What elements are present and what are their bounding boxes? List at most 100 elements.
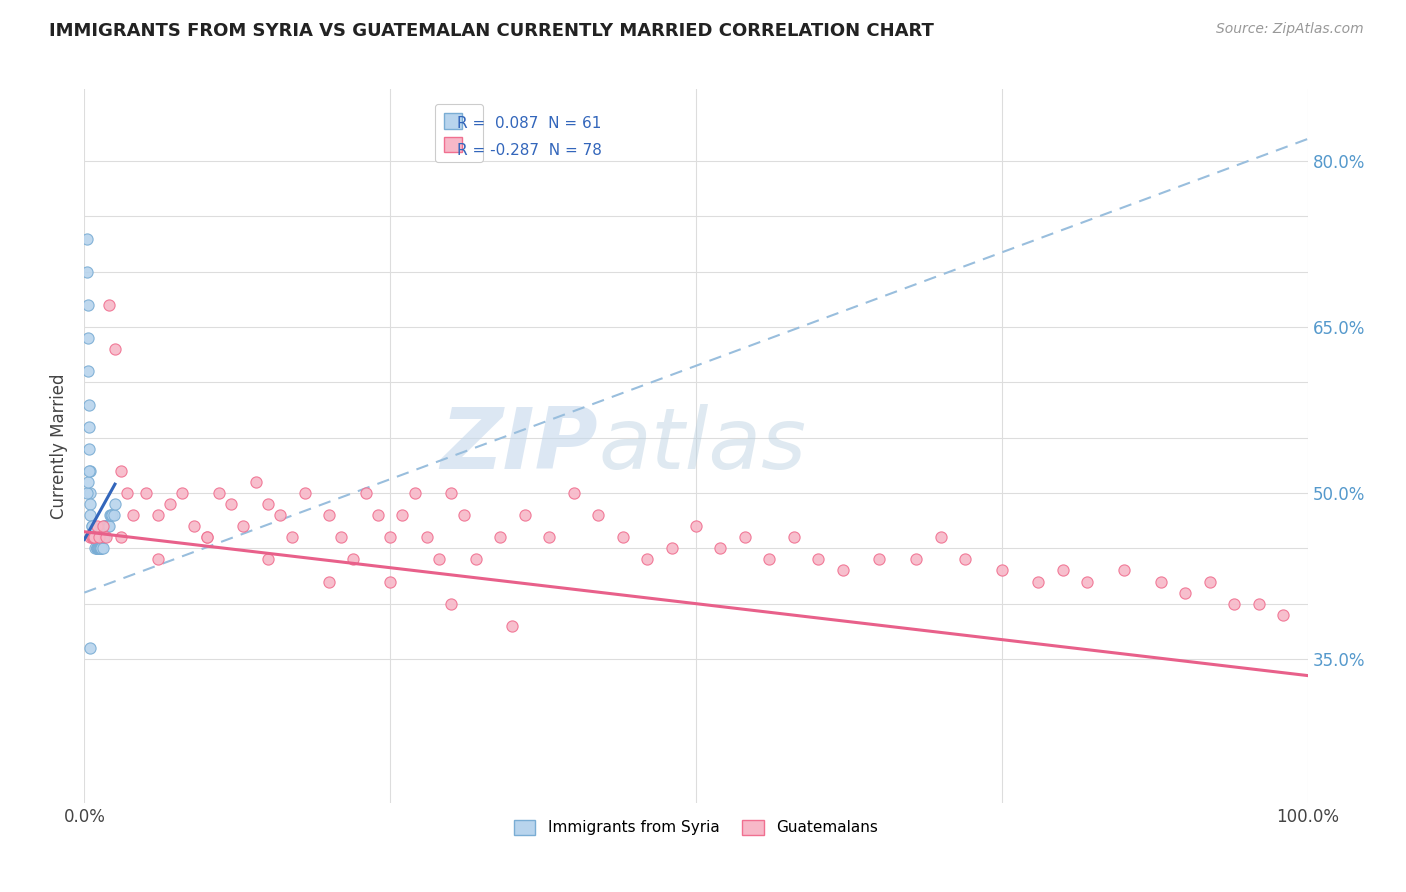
- Point: [318, 574, 340, 589]
- Point: [208, 486, 231, 500]
- Point: [1028, 574, 1050, 589]
- Point: [195, 530, 218, 544]
- Point: [93, 530, 115, 544]
- Point: [94, 519, 117, 533]
- Point: [183, 519, 205, 533]
- Point: [367, 508, 389, 523]
- Point: [104, 497, 127, 511]
- Point: [342, 552, 364, 566]
- Point: [83, 530, 105, 544]
- Point: [97, 519, 120, 533]
- Point: [80, 530, 103, 544]
- Text: R = -0.287  N = 78: R = -0.287 N = 78: [457, 143, 602, 158]
- Point: [83, 530, 105, 544]
- Point: [89, 541, 111, 556]
- Point: [79, 486, 101, 500]
- Point: [80, 530, 103, 544]
- Point: [953, 552, 976, 566]
- Point: [380, 574, 402, 589]
- Point: [98, 508, 121, 523]
- Point: [84, 530, 107, 544]
- Point: [91, 519, 114, 533]
- Point: [87, 541, 110, 556]
- Point: [453, 508, 475, 523]
- Point: [91, 530, 114, 544]
- Point: [905, 552, 928, 566]
- Point: [97, 298, 120, 312]
- Point: [464, 552, 486, 566]
- Point: [76, 486, 98, 500]
- Point: [79, 508, 101, 523]
- Point: [330, 530, 353, 544]
- Point: [281, 530, 304, 544]
- Point: [1052, 564, 1074, 578]
- Point: [80, 519, 103, 533]
- Point: [991, 564, 1014, 578]
- Point: [1198, 574, 1220, 589]
- Point: [685, 519, 707, 533]
- Point: [1076, 574, 1098, 589]
- Point: [84, 541, 107, 556]
- Point: [318, 508, 340, 523]
- Y-axis label: Currently Married: Currently Married: [51, 373, 69, 519]
- Point: [1174, 585, 1197, 599]
- Point: [87, 541, 110, 556]
- Text: R =  0.087  N = 61: R = 0.087 N = 61: [457, 117, 602, 131]
- Point: [91, 541, 114, 556]
- Legend: Immigrants from Syria, Guatemalans: Immigrants from Syria, Guatemalans: [508, 814, 884, 841]
- Point: [90, 541, 112, 556]
- Point: [440, 486, 463, 500]
- Point: [77, 419, 100, 434]
- Point: [87, 541, 110, 556]
- Point: [489, 530, 512, 544]
- Point: [77, 442, 100, 456]
- Point: [404, 486, 426, 500]
- Point: [783, 530, 806, 544]
- Point: [77, 475, 100, 489]
- Point: [97, 519, 120, 533]
- Point: [76, 231, 98, 245]
- Point: [807, 552, 830, 566]
- Text: Source: ZipAtlas.com: Source: ZipAtlas.com: [1216, 22, 1364, 37]
- Point: [1114, 564, 1136, 578]
- Text: IMMIGRANTS FROM SYRIA VS GUATEMALAN CURRENTLY MARRIED CORRELATION CHART: IMMIGRANTS FROM SYRIA VS GUATEMALAN CURR…: [49, 22, 934, 40]
- Point: [122, 508, 145, 523]
- Point: [77, 298, 100, 312]
- Point: [79, 464, 101, 478]
- Point: [83, 530, 105, 544]
- Point: [219, 497, 242, 511]
- Point: [172, 486, 194, 500]
- Point: [89, 541, 111, 556]
- Point: [82, 530, 104, 544]
- Point: [538, 530, 561, 544]
- Point: [245, 475, 267, 489]
- Point: [232, 519, 254, 533]
- Point: [84, 530, 107, 544]
- Point: [86, 541, 108, 556]
- Point: [79, 497, 101, 511]
- Point: [84, 530, 107, 544]
- Point: [562, 486, 585, 500]
- Point: [104, 342, 127, 356]
- Point: [82, 530, 104, 544]
- Point: [146, 508, 169, 523]
- Point: [90, 541, 112, 556]
- Point: [87, 541, 110, 556]
- Point: [661, 541, 683, 556]
- Point: [1272, 607, 1295, 622]
- Text: ZIP: ZIP: [440, 404, 598, 488]
- Point: [82, 530, 104, 544]
- Point: [440, 597, 463, 611]
- Point: [77, 397, 100, 411]
- Point: [83, 530, 105, 544]
- Point: [734, 530, 756, 544]
- Point: [257, 497, 280, 511]
- Point: [709, 541, 731, 556]
- Point: [90, 541, 112, 556]
- Point: [269, 508, 291, 523]
- Point: [135, 486, 157, 500]
- Point: [929, 530, 952, 544]
- Point: [76, 265, 98, 279]
- Text: atlas: atlas: [598, 404, 806, 488]
- Point: [502, 619, 524, 633]
